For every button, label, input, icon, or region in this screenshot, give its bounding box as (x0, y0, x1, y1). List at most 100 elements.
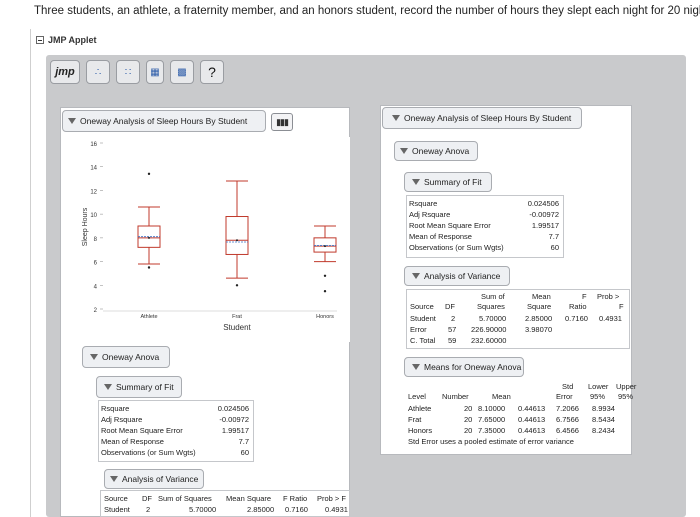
means-col-header: 95% (590, 392, 606, 401)
means-col-header: Number (442, 392, 469, 401)
right-title-box[interactable] (382, 107, 582, 129)
right-heading[interactable]: Oneway Analysis of Sleep Hours By Studen… (392, 113, 571, 123)
right-means-heading[interactable]: Means for Oneway Anova (412, 362, 521, 372)
variance-cell: C. Total (410, 336, 436, 345)
left-chart-heading[interactable]: Oneway Analysis of Sleep Hours By Studen… (68, 116, 247, 126)
y-tick-label: 2 (94, 308, 98, 314)
variance-cell: 57 (448, 325, 457, 334)
outlier-point (235, 284, 239, 287)
means-cell: Frat (408, 415, 422, 424)
jmp-logo-button[interactable]: jmp (50, 60, 80, 84)
means-cell: 8.5434 (592, 415, 615, 424)
disclosure-triangle-icon[interactable] (412, 364, 420, 370)
variance-cell: 0.4931 (325, 505, 348, 514)
table-icon[interactable]: ▦ (146, 60, 164, 84)
right-variance-heading[interactable]: Analysis of Variance (412, 271, 500, 281)
variance-cell: 5.70000 (479, 314, 507, 323)
left-anova-heading[interactable]: Oneway Anova (90, 352, 159, 362)
disclosure-triangle-icon[interactable] (90, 354, 98, 360)
left-variance-table: Source DF Sum of Squares Mean Square F R… (100, 490, 350, 517)
image-icon[interactable]: ▩ (170, 60, 194, 84)
means-col-header: Level (408, 392, 426, 401)
means-cell: 7.2066 (556, 404, 579, 413)
boxplot-chart: 16 14 12 10 8 6 4 2 Sleep Hours Student Athlete Fra… (75, 137, 350, 342)
fit-label: Rsquare (409, 199, 438, 208)
y-tick-label: 8 (94, 237, 98, 243)
disclosure-triangle-icon[interactable] (412, 179, 420, 185)
right-variance-box[interactable] (404, 266, 510, 286)
points-icon[interactable]: ∷ (116, 60, 140, 84)
left-fit-heading[interactable]: Summary of Fit (104, 382, 174, 392)
grid-toggle-button[interactable]: ▮▮▮ (271, 113, 293, 131)
collapse-icon[interactable] (36, 36, 44, 44)
category-label: Frat (232, 314, 242, 320)
box (225, 216, 249, 255)
means-cell: 0.44613 (518, 404, 546, 413)
fit-value: 1.99517 (531, 221, 559, 230)
right-fit-box[interactable] (404, 172, 492, 192)
variance-cell: 232.60000 (471, 336, 507, 345)
fit-value: 60 (240, 448, 249, 457)
applet-frame (30, 29, 698, 517)
disclosure-triangle-icon[interactable] (412, 273, 420, 279)
left-title-box[interactable] (62, 110, 266, 132)
means-cell: 7.35000 (478, 426, 506, 435)
disclosure-triangle-icon[interactable] (104, 384, 112, 390)
variance-cell: Error (410, 325, 427, 334)
fit-value: 0.024506 (217, 404, 249, 413)
disclosure-triangle-icon[interactable] (392, 115, 400, 121)
means-cell: 6.4566 (556, 426, 579, 435)
means-cell: 7.65000 (478, 415, 506, 424)
variance-cell: 0.7160 (565, 314, 588, 323)
disclosure-triangle-icon[interactable] (110, 476, 118, 482)
fit-label: Adj Rsquare (101, 415, 143, 424)
means-cell: 8.9934 (592, 404, 615, 413)
y-tick-label: 12 (90, 189, 97, 195)
variance-col-header: Mean Square (226, 494, 272, 503)
variance-col-header: Sum of (481, 292, 505, 301)
means-cell: 6.7566 (556, 415, 579, 424)
fit-label: Mean of Response (409, 232, 472, 241)
data-point (324, 245, 326, 248)
variance-cell: 0.7160 (285, 505, 308, 514)
left-variance-heading[interactable]: Analysis of Variance (110, 474, 198, 484)
means-col-header: Upper (616, 382, 637, 391)
variance-col-header: F Ratio (283, 494, 308, 503)
right-fit-heading[interactable]: Summary of Fit (412, 177, 482, 187)
y-axis-label: Sleep Hours (82, 207, 89, 246)
left-fit-box[interactable] (96, 376, 182, 398)
y-tick-label: 6 (94, 261, 98, 267)
right-fit-label: Summary of Fit (424, 177, 482, 187)
variance-cell: 2.85000 (247, 505, 275, 514)
disclosure-triangle-icon[interactable] (68, 118, 76, 124)
fit-value: 1.99517 (221, 426, 249, 435)
left-variance-box[interactable] (104, 469, 204, 489)
variance-col-header: DF (445, 302, 455, 311)
right-anova-box[interactable] (394, 141, 478, 161)
variance-col-header: Source (410, 302, 434, 311)
left-anova-box[interactable] (82, 346, 170, 368)
data-point (236, 239, 238, 242)
left-fit-label: Summary of Fit (116, 382, 174, 392)
fit-label: Adj Rsquare (409, 210, 451, 219)
variance-cell: 3.98070 (525, 325, 553, 334)
left-anova-label: Oneway Anova (102, 352, 160, 362)
right-anova-heading[interactable]: Oneway Anova (400, 146, 469, 156)
variance-cell: Student (410, 314, 436, 323)
outlier-point (323, 290, 327, 293)
fit-value: -0.00972 (219, 415, 249, 424)
variance-cell: 2 (146, 505, 151, 514)
help-button[interactable]: ? (200, 60, 224, 84)
means-col-header: 95% (618, 392, 634, 401)
means-note: Std Error uses a pooled estimate of erro… (408, 437, 574, 446)
y-tick-label: 4 (94, 284, 98, 290)
disclosure-triangle-icon[interactable] (400, 148, 408, 154)
means-cell: 8.10000 (478, 404, 506, 413)
means-col-header: Std (562, 382, 574, 391)
y-tick-label: 14 (90, 166, 97, 172)
right-means-box[interactable] (404, 357, 524, 377)
applet-header[interactable]: JMP Applet (36, 35, 97, 45)
fit-value: 7.7 (238, 437, 249, 446)
scatter-dots-icon[interactable]: ∴ (86, 60, 110, 84)
variance-col-header: Prob > F (317, 494, 346, 503)
